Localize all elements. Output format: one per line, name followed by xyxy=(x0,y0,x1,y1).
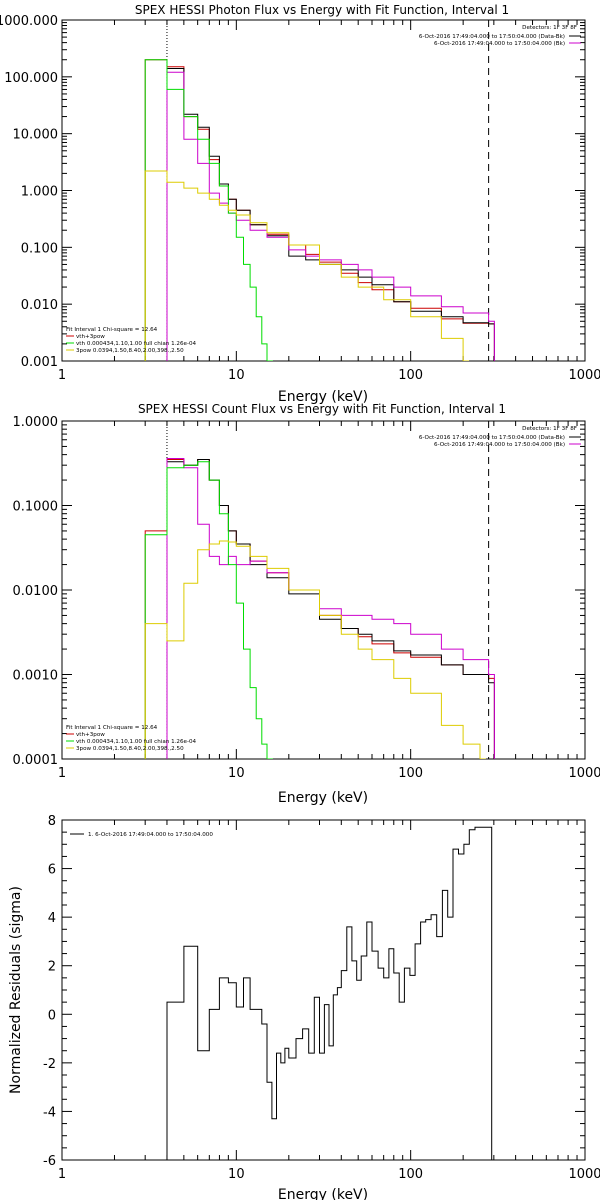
residuals-x-tick-label: 1 xyxy=(58,1167,66,1182)
photon-flux-series-0 xyxy=(144,59,495,361)
residuals-x-tick-label: 100 xyxy=(398,1167,423,1182)
photon-flux-legend-left-entry: 3pow 0.0394,1.50,8.40,2.00,398.,2.50 xyxy=(76,348,184,354)
residuals-legend-entry: 1. 6-Oct-2016 17:49:04.000 to 17:50:04.0… xyxy=(88,832,213,838)
photon-flux-series-2 xyxy=(166,71,495,361)
photon-flux-y-tick-label: 1.000 xyxy=(21,185,58,200)
photon-flux-legend-left-entry: vth+3pow xyxy=(76,334,105,340)
photon-flux-x-tick-label: 1 xyxy=(58,368,66,383)
count-flux-legend-right-entry: 6-Oct-2016 17:49:04.000 to 17:50:04.000 … xyxy=(434,442,565,448)
residuals-y-tick-label: 0 xyxy=(48,1008,56,1023)
residuals-y-tick-label: -2 xyxy=(43,1057,56,1072)
count-flux-detectors-label: Detectors: 1F 3F 8F xyxy=(522,426,577,432)
count-flux-legend-left-entry: vth+3pow xyxy=(76,732,105,738)
photon-flux-legend-right-entry: 6-Oct-2016 17:49:04.000 to 17:50:04.000 … xyxy=(419,34,565,40)
residuals-panel: Energy (keV) Normalized Residuals (sigma… xyxy=(8,814,600,1200)
photon-flux-series-1 xyxy=(166,68,495,361)
residuals-y-tick-label: -4 xyxy=(43,1105,56,1120)
photon-flux-legend-right-entry: 6-Oct-2016 17:49:04.000 to 17:50:04.000 … xyxy=(434,41,565,47)
residuals-x-tick-label: 1000 xyxy=(568,1167,600,1182)
photon-flux-plot-frame xyxy=(61,19,586,362)
photon-flux-y-tick-label: 100.000 xyxy=(4,71,58,86)
count-flux-legend-left-entry: vth 0.000434,1.10,1.00 full chian 1.26e-… xyxy=(76,739,197,745)
photon-flux-panel: SPEX HESSI Photon Flux vs Energy with Fi… xyxy=(0,3,600,405)
photon-flux-y-tick-label: 0.010 xyxy=(21,298,58,313)
count-flux-x-axis-label: Energy (keV) xyxy=(278,790,368,806)
count-flux-panel: SPEX HESSI Count Flux vs Energy with Fit… xyxy=(13,402,600,806)
photon-flux-title: SPEX HESSI Photon Flux vs Energy with Fi… xyxy=(135,3,509,17)
residuals-series-0 xyxy=(166,826,493,1160)
count-flux-series-1 xyxy=(166,459,495,759)
count-flux-y-tick-label: 0.1000 xyxy=(13,500,59,515)
photon-flux-x-tick-label: 1000 xyxy=(568,368,600,383)
count-flux-x-tick-label: 1 xyxy=(58,766,66,781)
count-flux-legend-right-entry: 6-Oct-2016 17:49:04.000 to 17:50:04.000 … xyxy=(419,435,565,441)
photon-flux-y-tick-label: 1000.000 xyxy=(0,14,58,29)
count-flux-x-tick-label: 100 xyxy=(398,766,423,781)
photon-flux-legend-left-entry: Fit Interval 1 Chi-square = 12.64 xyxy=(66,327,158,333)
photon-flux-series-3 xyxy=(144,59,273,361)
residuals-y-tick-label: 6 xyxy=(48,863,56,878)
photon-flux-series-group xyxy=(144,59,495,361)
photon-flux-series-4 xyxy=(144,170,469,361)
count-flux-x-tick-label: 10 xyxy=(228,766,245,781)
photon-flux-legend-left-entry: vth 0.000434,1.10,1.00 full chian 1.26e-… xyxy=(76,341,197,347)
photon-flux-x-tick-label: 100 xyxy=(398,368,423,383)
residuals-x-tick-label: 10 xyxy=(228,1167,245,1182)
photon-flux-y-tick-label: 0.100 xyxy=(21,241,58,256)
count-flux-series-2 xyxy=(166,458,495,759)
count-flux-plot-frame xyxy=(61,420,586,760)
count-flux-y-tick-label: 0.0010 xyxy=(13,669,59,684)
count-flux-series-4 xyxy=(144,540,486,759)
count-flux-legend-left-entry: 3pow 0.0394,1.50,8.40,2.00,398.,2.50 xyxy=(76,746,184,752)
count-flux-y-tick-label: 1.0000 xyxy=(13,415,59,430)
count-flux-x-tick-label: 1000 xyxy=(568,766,600,781)
photon-flux-detectors-label: Detectors: 1F 3F 8F xyxy=(522,25,577,31)
residuals-y-tick-label: 8 xyxy=(48,814,56,829)
photon-flux-x-tick-label: 10 xyxy=(228,368,245,383)
count-flux-y-tick-label: 0.0001 xyxy=(13,753,59,768)
residuals-y-tick-label: 4 xyxy=(48,911,56,926)
residuals-y-tick-label: 2 xyxy=(48,960,56,975)
residuals-y-axis-label: Normalized Residuals (sigma) xyxy=(8,886,24,1094)
residuals-series-group xyxy=(166,826,493,1160)
residuals-x-axis-label: Energy (keV) xyxy=(278,1187,368,1200)
count-flux-title: SPEX HESSI Count Flux vs Energy with Fit… xyxy=(138,402,506,416)
residuals-plot-frame xyxy=(61,819,586,1161)
photon-flux-y-tick-label: 0.001 xyxy=(21,355,58,370)
photon-flux-y-tick-label: 10.000 xyxy=(13,128,59,143)
count-flux-legend-left-entry: Fit Interval 1 Chi-square = 12.64 xyxy=(66,725,158,731)
residuals-y-tick-label: -6 xyxy=(43,1154,56,1169)
photon-flux-x-axis-label: Energy (keV) xyxy=(278,389,368,405)
count-flux-y-tick-label: 0.0100 xyxy=(13,584,59,599)
count-flux-series-3 xyxy=(144,461,273,759)
count-flux-series-group xyxy=(144,458,495,759)
